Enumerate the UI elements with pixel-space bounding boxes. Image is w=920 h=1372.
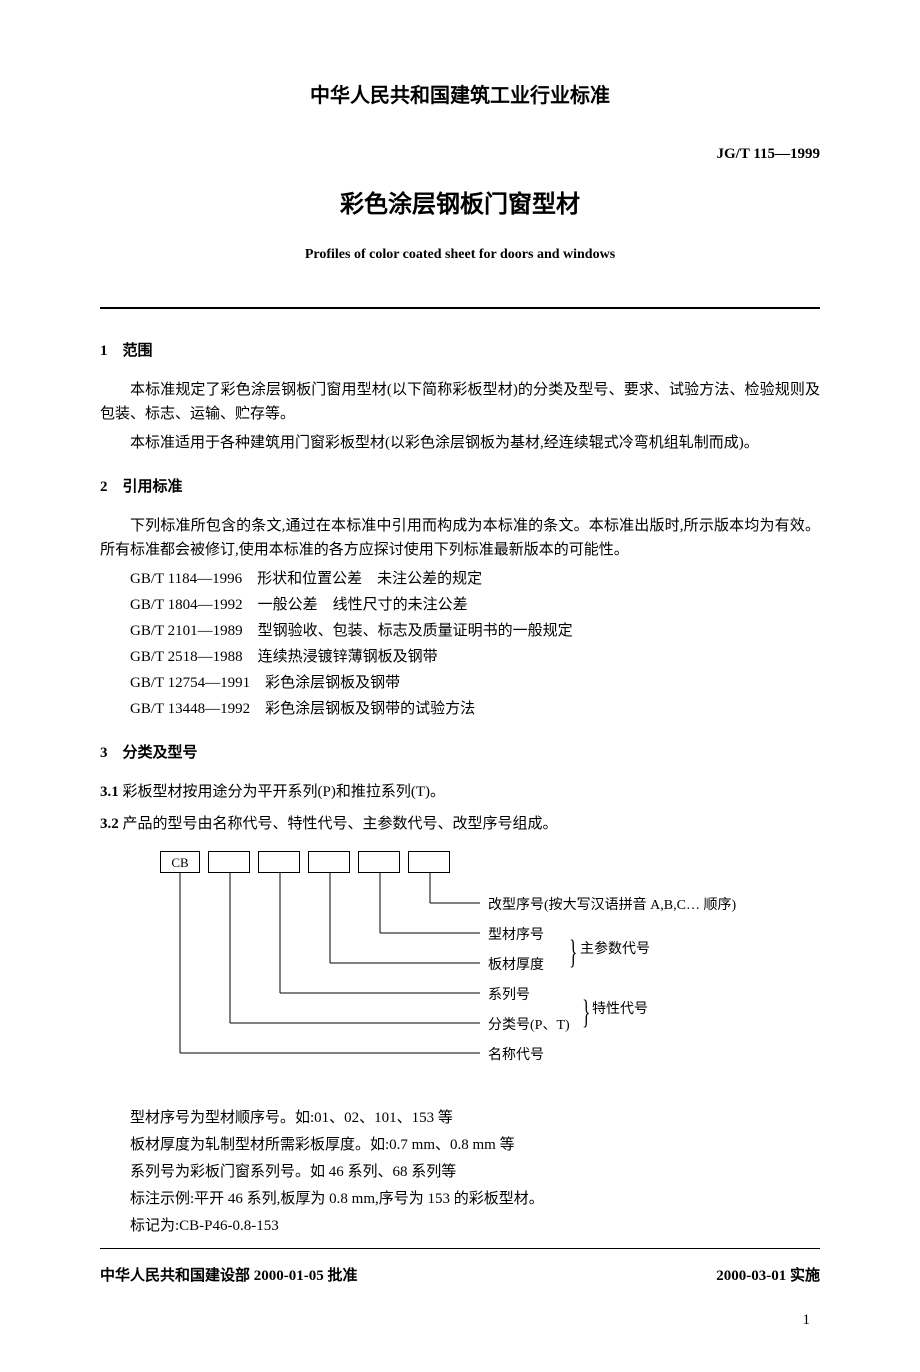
code-box-empty — [358, 851, 400, 873]
note-item: 标注示例:平开 46 系列,板厚为 0.8 mm,序号为 153 的彩板型材。 — [130, 1187, 820, 1211]
top-divider — [100, 307, 820, 309]
ref-item: GB/T 2518—1988 连续热浸镀锌薄钢板及钢带 — [130, 645, 820, 669]
section-1-heading: 1 范围 — [100, 339, 820, 363]
ref-item: GB/T 13448—1992 彩色涂层钢板及钢带的试验方法 — [130, 697, 820, 721]
section-2-para-1: 下列标准所包含的条文,通过在本标准中引用而构成为本标准的条文。本标准出版时,所示… — [100, 514, 820, 562]
section-2-heading: 2 引用标准 — [100, 475, 820, 499]
subsection-3-2: 3.2 产品的型号由名称代号、特性代号、主参数代号、改型序号组成。 — [100, 812, 820, 836]
note-item: 标记为:CB-P46-0.8-153 — [130, 1214, 820, 1238]
footer-row: 中华人民共和国建设部 2000-01-05 批准 2000-03-01 实施 — [100, 1264, 820, 1288]
code-box-empty — [208, 851, 250, 873]
diagram-lines-svg — [160, 873, 490, 1083]
code-diagram: CB 改型序号(按大写汉语拼音 A,B,C… 顺序) 型材序号 板材厚度 系列号… — [160, 851, 820, 1091]
section-1-para-1: 本标准规定了彩色涂层钢板门窗用型材(以下简称彩板型材)的分类及型号、要求、试验方… — [100, 378, 820, 426]
bottom-divider — [100, 1248, 820, 1249]
sub-text: 彩板型材按用途分为平开系列(P)和推拉系列(T)。 — [123, 784, 446, 800]
ref-item: GB/T 12754—1991 彩色涂层钢板及钢带 — [130, 671, 820, 695]
standard-code: JG/T 115—1999 — [100, 142, 820, 166]
section-1-para-2: 本标准适用于各种建筑用门窗彩板型材(以彩色涂层钢板为基材,经连续辊式冷弯机组轧制… — [100, 431, 820, 455]
note-item: 型材序号为型材顺序号。如:01、02、101、153 等 — [130, 1106, 820, 1130]
diagram-group-main-param: 主参数代号 — [580, 939, 650, 961]
diagram-label-profile-seq: 型材序号 — [488, 925, 544, 947]
code-box-empty — [308, 851, 350, 873]
subsection-3-1: 3.1 彩板型材按用途分为平开系列(P)和推拉系列(T)。 — [100, 780, 820, 804]
notes-list: 型材序号为型材顺序号。如:01、02、101、153 等 板材厚度为轧制型材所需… — [130, 1106, 820, 1238]
diagram-label-thickness: 板材厚度 — [488, 955, 544, 977]
code-boxes-row: CB — [160, 851, 820, 873]
diagram-label-category: 分类号(P、T) — [488, 1015, 570, 1037]
diagram-label-name-code: 名称代号 — [488, 1045, 544, 1067]
reference-list: GB/T 1184—1996 形状和位置公差 未注公差的规定 GB/T 1804… — [130, 567, 820, 721]
page-number: 1 — [100, 1308, 820, 1332]
effective-date: 2000-03-01 实施 — [716, 1264, 820, 1288]
english-title: Profiles of color coated sheet for doors… — [100, 244, 820, 266]
diagram-group-feature: 特性代号 — [592, 999, 648, 1021]
diagram-label-series: 系列号 — [488, 985, 530, 1007]
bracket-icon: } — [582, 986, 590, 1040]
ref-item: GB/T 1804—1992 一般公差 线性尺寸的未注公差 — [130, 593, 820, 617]
approval-text: 中华人民共和国建设部 2000-01-05 批准 — [100, 1264, 358, 1288]
bracket-icon: } — [569, 926, 577, 980]
diagram-label-modification: 改型序号(按大写汉语拼音 A,B,C… 顺序) — [488, 895, 736, 917]
section-3-heading: 3 分类及型号 — [100, 741, 820, 765]
code-box-empty — [408, 851, 450, 873]
sub-num: 3.1 — [100, 784, 119, 800]
code-box-empty — [258, 851, 300, 873]
ref-item: GB/T 1184—1996 形状和位置公差 未注公差的规定 — [130, 567, 820, 591]
org-title: 中华人民共和国建筑工业行业标准 — [100, 80, 820, 112]
note-item: 板材厚度为轧制型材所需彩板厚度。如:0.7 mm、0.8 mm 等 — [130, 1133, 820, 1157]
ref-item: GB/T 2101—1989 型钢验收、包装、标志及质量证明书的一般规定 — [130, 619, 820, 643]
sub-num: 3.2 — [100, 816, 119, 832]
note-item: 系列号为彩板门窗系列号。如 46 系列、68 系列等 — [130, 1160, 820, 1184]
sub-text: 产品的型号由名称代号、特性代号、主参数代号、改型序号组成。 — [123, 816, 558, 832]
main-title: 彩色涂层钢板门窗型材 — [100, 186, 820, 224]
code-box-cb: CB — [160, 851, 200, 873]
